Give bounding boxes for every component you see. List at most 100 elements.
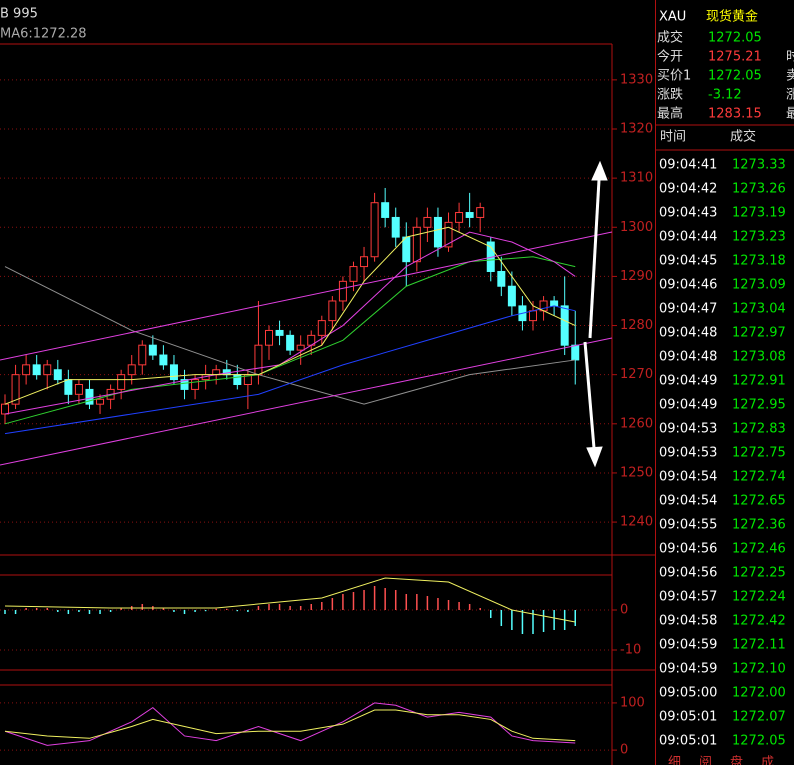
column-header: 时间 (660, 130, 686, 145)
trade-time: 09:04:57 (659, 590, 717, 605)
quote-value: 1283.15 (708, 107, 762, 122)
trade-price: 1273.08 (732, 350, 786, 365)
candle-body (317, 320, 326, 336)
quote-label: 最高 (657, 106, 683, 122)
trade-price: 1272.95 (732, 398, 786, 413)
trade-price: 1272.07 (732, 710, 786, 725)
y-tick-label: 0 (620, 743, 628, 758)
ma-label: MA6:1272.28 (0, 27, 87, 42)
y-tick-label: 1280 (620, 318, 653, 333)
trade-price: 1272.36 (732, 518, 786, 533)
arrow-down (583, 341, 596, 449)
trade-price: 1272.97 (732, 326, 786, 341)
trade-time: 09:04:49 (659, 374, 717, 389)
y-tick-label: -10 (620, 643, 641, 658)
candle-body (275, 329, 284, 336)
candle-body (265, 329, 273, 346)
tab: 细 (668, 756, 681, 765)
candle-body (148, 344, 157, 356)
trade-time: 09:04:54 (659, 470, 717, 485)
trade-price: 1273.19 (732, 206, 786, 221)
quote-label-cut: 卖 (786, 69, 794, 84)
trade-price: 1272.83 (732, 422, 786, 437)
candle-body (180, 379, 189, 390)
arrow-head (591, 160, 608, 181)
quote-value: 1272.05 (708, 31, 762, 46)
candle-body (233, 374, 242, 386)
trade-time: 09:04:41 (659, 158, 717, 173)
y-tick-label: 1250 (620, 465, 653, 480)
candle-body (85, 388, 94, 405)
candle-body (550, 300, 559, 307)
trade-time: 09:05:00 (659, 686, 717, 701)
trade-time: 09:04:48 (659, 350, 717, 365)
candle-body (370, 202, 379, 258)
trade-price: 1273.09 (732, 278, 786, 293)
candle-body (391, 216, 400, 238)
trade-price: 1272.46 (732, 542, 786, 557)
candle-body (43, 364, 52, 376)
quote-label-cut: 时 (786, 50, 794, 65)
trade-time: 09:04:53 (659, 422, 717, 437)
trade-time: 09:04:44 (659, 230, 717, 245)
quote-label-cut: 最 (786, 107, 794, 122)
indicator-line (4, 226, 576, 405)
trade-price: 1272.75 (732, 446, 786, 461)
trade-price: 1272.91 (732, 374, 786, 389)
y-tick-label: 1300 (620, 220, 653, 235)
tab: 阅 (699, 756, 712, 765)
trade-time: 09:04:45 (659, 254, 717, 269)
y-tick-label: 1270 (620, 367, 653, 382)
quote-label: 今开 (657, 49, 683, 65)
column-header: 成交 (730, 129, 756, 145)
indicator-line (4, 577, 576, 623)
trade-time: 09:04:53 (659, 446, 717, 461)
candle-body (286, 334, 295, 351)
trade-time: 09:04:59 (659, 638, 717, 653)
trade-price: 1272.25 (732, 566, 786, 581)
trade-time: 09:04:56 (659, 542, 717, 557)
trade-time: 09:05:01 (659, 710, 717, 725)
indicator-line (4, 266, 576, 405)
trade-price: 1272.10 (732, 662, 786, 677)
trade-price: 1272.11 (732, 638, 786, 653)
trade-time: 09:05:01 (659, 734, 717, 749)
candle-body (74, 384, 83, 395)
candle-body (254, 344, 263, 376)
trade-time: 09:04:55 (659, 518, 717, 533)
trade-time: 09:04:48 (659, 326, 717, 341)
candle-body (465, 212, 474, 218)
indicator-line (4, 709, 576, 742)
channel-line (0, 231, 613, 361)
candle-body (53, 369, 62, 381)
candle-body (127, 364, 136, 376)
candle-body (1, 403, 9, 415)
trade-price: 1273.33 (732, 158, 786, 173)
trade-price: 1273.26 (732, 182, 786, 197)
channel-line (0, 337, 613, 466)
y-tick-label: 1290 (620, 269, 653, 284)
trade-price: 1272.42 (732, 614, 786, 629)
candle-body (381, 202, 390, 218)
symbol-name: 现货黄金 (706, 9, 758, 25)
trade-price: 1272.00 (732, 686, 786, 701)
candle-body (117, 374, 126, 390)
candle-body (191, 379, 200, 390)
candle-body (22, 364, 31, 376)
candle-body (507, 285, 516, 307)
quote-label: 买价1 (657, 69, 691, 84)
candle-body (11, 374, 20, 405)
tab: 盘 (730, 755, 743, 765)
candle-body (455, 212, 464, 223)
quote-value: 1272.05 (708, 69, 762, 84)
candle-body (529, 310, 537, 322)
trade-time: 09:04:47 (659, 302, 717, 317)
trade-time: 09:04:43 (659, 206, 717, 221)
chart-title: B 995 (0, 7, 38, 22)
y-tick-label: 1310 (620, 171, 653, 186)
candle-body (328, 300, 337, 322)
y-tick-label: 1320 (620, 122, 653, 137)
candle-body (360, 256, 369, 268)
